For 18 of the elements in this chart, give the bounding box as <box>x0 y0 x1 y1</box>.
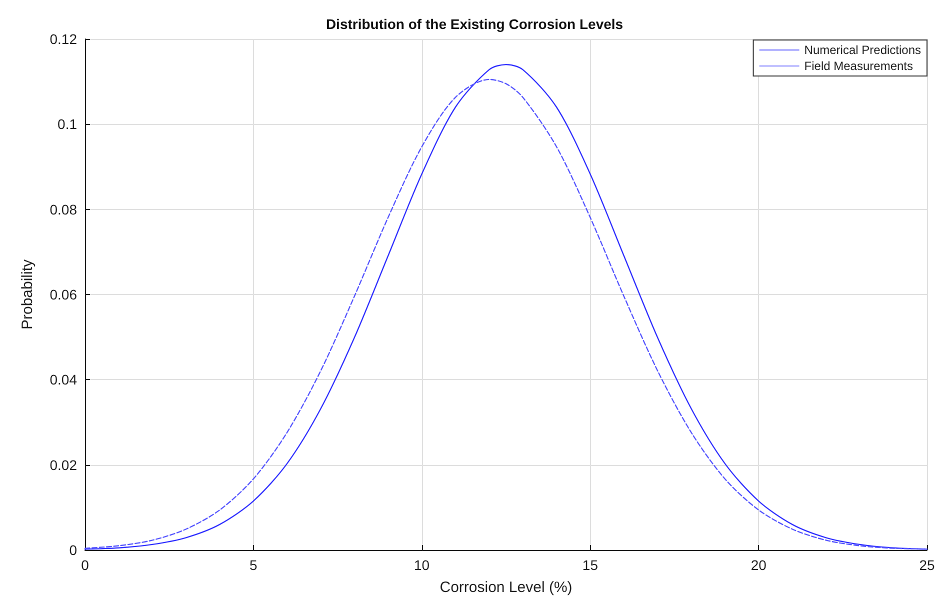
x-tick-label: 20 <box>750 557 767 573</box>
y-tick-label: 0.12 <box>50 31 78 47</box>
legend-label: Field Measurements <box>804 59 914 73</box>
x-tick-label: 25 <box>919 557 935 573</box>
legend-label: Numerical Predictions <box>804 43 922 57</box>
y-axis-title: Probability <box>19 258 36 330</box>
y-tick-label: 0.04 <box>50 372 78 388</box>
x-tick-label: 10 <box>414 557 430 573</box>
y-tick-label: 0.1 <box>58 116 78 132</box>
x-tick-label: 15 <box>582 557 598 573</box>
x-tick-label: 5 <box>250 557 258 573</box>
x-axis-title: Corrosion Level (%) <box>440 579 572 596</box>
y-tick-label: 0.06 <box>50 286 78 302</box>
chart-title: Distribution of the Existing Corrosion Levels <box>326 16 624 32</box>
y-tick-label: 0.02 <box>50 456 78 473</box>
x-tick-label: 0 <box>81 557 90 573</box>
y-tick-label: 0.08 <box>50 201 78 218</box>
y-tick-label: 0 <box>69 542 78 558</box>
